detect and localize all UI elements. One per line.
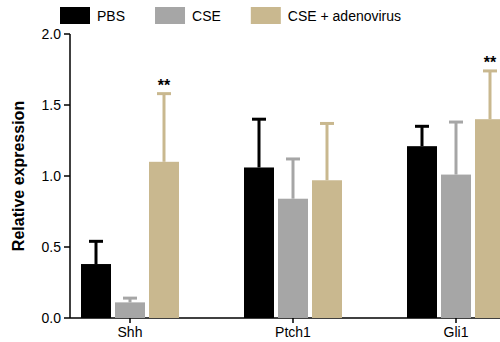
error-bar-stem: [292, 159, 295, 199]
y-tick-label: 1.0: [42, 168, 62, 184]
y-tick: [64, 317, 70, 319]
legend-swatch: [60, 7, 90, 24]
error-bar: [252, 119, 266, 167]
annotation: **: [158, 77, 171, 94]
bar: [312, 180, 342, 318]
y-tick: [64, 33, 70, 35]
error-bar-cap: [286, 157, 300, 160]
bar: [149, 162, 179, 318]
legend: PBS CSE CSE + adenovirus: [60, 7, 401, 24]
error-bar-cap: [415, 125, 429, 128]
bar: [244, 167, 274, 318]
error-bar-stem: [258, 119, 261, 167]
error-bar-stem: [95, 241, 98, 264]
bars: [81, 71, 500, 318]
error-bar: [449, 122, 463, 175]
error-bar-cap: [123, 297, 137, 300]
error-bar: [483, 71, 497, 119]
error-bar-cap: [89, 240, 103, 243]
x-tick-label: Gli1: [444, 324, 469, 340]
y-tick: [64, 175, 70, 177]
error-bar-stem: [455, 122, 458, 175]
y-tick-label: 0.5: [42, 239, 62, 255]
y-tick-label: 0.0: [42, 310, 62, 326]
x-tick: [129, 318, 131, 323]
error-bar-cap: [252, 118, 266, 121]
x-tick: [455, 318, 457, 323]
legend-label: CSE + adenovirus: [288, 8, 401, 24]
bar: [441, 175, 471, 318]
y-tick: [64, 104, 70, 106]
error-bar-cap: [449, 121, 463, 124]
error-bar: [415, 126, 429, 146]
y-tick: [64, 246, 70, 248]
error-bar-stem: [489, 71, 492, 119]
y-axis: 0.0 0.5 1.0 1.5 2.0: [42, 26, 70, 326]
x-tick: [292, 318, 294, 323]
error-bar: [89, 241, 103, 264]
legend-swatch: [251, 7, 281, 24]
bar: [81, 264, 111, 318]
x-tick-label: Ptch1: [275, 324, 311, 340]
y-tick-label: 2.0: [42, 26, 62, 42]
bar: [278, 199, 308, 318]
error-bar: [157, 94, 171, 162]
y-axis-title: Relative expression: [10, 101, 27, 251]
legend-label: CSE: [192, 8, 221, 24]
error-bar-cap: [320, 122, 334, 125]
y-tick-label: 1.5: [42, 97, 62, 113]
bar: [115, 302, 145, 318]
error-bar: [320, 123, 334, 180]
x-axis: Shh Ptch1 Gli1: [70, 318, 500, 340]
error-bar-stem: [421, 126, 424, 146]
error-bar: [286, 159, 300, 199]
legend-label: PBS: [97, 8, 125, 24]
annotation: **: [484, 54, 497, 71]
bar: [407, 146, 437, 318]
x-tick-label: Shh: [118, 324, 143, 340]
bar: [475, 119, 500, 318]
error-bar-stem: [326, 123, 329, 180]
error-bar-stem: [163, 94, 166, 162]
legend-swatch: [155, 7, 185, 24]
error-bar: [123, 298, 137, 302]
chart: PBS CSE CSE + adenovirus 0.0 0.5 1.0 1.5 2.0 Rel…: [0, 0, 500, 342]
